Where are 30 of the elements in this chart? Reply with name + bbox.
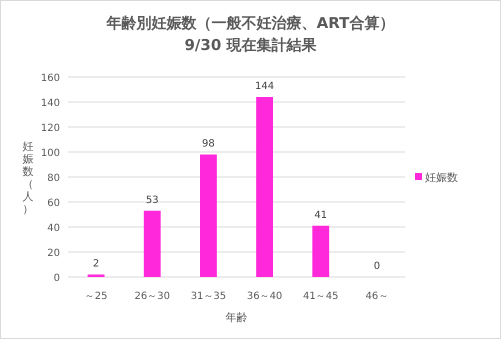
legend-label: 妊娠数 bbox=[425, 171, 458, 184]
data-label: 98 bbox=[202, 138, 215, 150]
x-tick-label: 26～30 bbox=[134, 291, 170, 302]
data-label: 53 bbox=[146, 194, 159, 206]
bar bbox=[312, 226, 330, 277]
y-tick-label: 80 bbox=[47, 173, 60, 184]
x-axis-title: 年齢 bbox=[226, 311, 248, 324]
data-label: 0 bbox=[374, 261, 380, 272]
y-tick-label: 60 bbox=[47, 198, 60, 209]
y-tick-label: 20 bbox=[47, 248, 60, 259]
x-tick-label: 41～45 bbox=[303, 291, 338, 302]
chart-title: 年齢別妊娠数（一般不妊治療、ART合算） bbox=[106, 14, 394, 32]
x-tick-label: 46～ bbox=[366, 291, 388, 302]
y-tick-label: 160 bbox=[40, 73, 60, 84]
data-label: 41 bbox=[314, 210, 328, 221]
y-axis-title: 妊娠数（人） bbox=[22, 140, 34, 216]
y-tick-label: 140 bbox=[40, 98, 60, 109]
y-tick-label: 40 bbox=[47, 223, 60, 234]
y-tick-label: 100 bbox=[40, 148, 60, 159]
y-tick-label: 120 bbox=[40, 123, 60, 134]
bar bbox=[256, 97, 274, 277]
data-label: 144 bbox=[255, 81, 274, 92]
x-tick-label: ～25 bbox=[84, 291, 108, 302]
bar bbox=[144, 210, 161, 277]
y-tick-label: 0 bbox=[54, 273, 60, 284]
data-label: 2 bbox=[92, 258, 100, 270]
bar bbox=[200, 154, 217, 277]
x-tick-label: 31～35 bbox=[190, 291, 226, 302]
chart-subtitle: 9/30 現在集計結果 bbox=[184, 36, 318, 54]
x-tick-label: 36～40 bbox=[246, 291, 282, 302]
